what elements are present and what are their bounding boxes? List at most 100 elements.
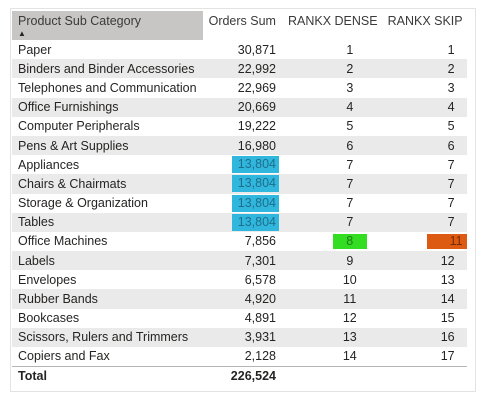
table-row: Binders and Binder Accessories 22,992 2 … bbox=[12, 59, 467, 79]
skip-rank-cell: 16 bbox=[381, 327, 467, 347]
orders-cell: 7,301 bbox=[202, 251, 282, 271]
table-row: Chairs & Chairmats 13,804 7 7 bbox=[12, 174, 467, 194]
category-cell: Scissors, Rulers and Trimmers bbox=[12, 327, 203, 347]
column-header-dense-label: RANKX DENSE bbox=[287, 14, 378, 28]
category-cell: Copiers and Fax bbox=[18, 349, 110, 364]
category-cell: Binders and Binder Accessories bbox=[12, 59, 203, 79]
table-row: Bookcases 4,891 12 15 bbox=[12, 309, 467, 328]
orders-cell: 4,891 bbox=[244, 311, 276, 326]
column-header-orders-label: Orders Sum bbox=[208, 14, 276, 28]
orders-highlight-value: 13,804 bbox=[231, 213, 279, 231]
dense-rank-cell: 2 bbox=[281, 59, 382, 79]
dense-rank-cell: 7 bbox=[281, 174, 382, 194]
dense-rank-cell: 6 bbox=[281, 135, 382, 156]
table-row: Labels 7,301 9 12 bbox=[12, 251, 467, 271]
skip-rank-cell: 7 bbox=[381, 174, 467, 194]
total-label: Total bbox=[12, 365, 203, 386]
category-cell: Chairs & Chairmats bbox=[12, 174, 203, 194]
total-dense-empty bbox=[281, 365, 382, 386]
orders-cell: 16,980 bbox=[202, 135, 282, 156]
category-cell: Storage & Organization bbox=[18, 196, 148, 211]
table-row: Rubber Bands 4,920 11 14 bbox=[12, 289, 467, 309]
orders-cell: 6,578 bbox=[244, 272, 276, 287]
dense-rank-cell: 13 bbox=[281, 327, 382, 347]
table-row: Tables 13,804 7 7 bbox=[12, 212, 467, 232]
rank-table: Product Sub Category ▲ Orders Sum RANKX … bbox=[12, 11, 467, 386]
table-row: Paper 30,871 1 1 bbox=[12, 40, 467, 59]
category-cell: Appliances bbox=[18, 157, 80, 172]
dense-rank-cell: 14 bbox=[342, 349, 357, 364]
skip-rank-cell: 2 bbox=[381, 59, 467, 79]
column-header-category-label: Product Sub Category bbox=[18, 14, 141, 28]
column-header-skip-label: RANKX SKIP bbox=[387, 14, 463, 28]
dense-rank-cell: 5 bbox=[346, 119, 354, 134]
skip-rank-cell: 4 bbox=[381, 97, 467, 117]
dense-rank-cell: 11 bbox=[281, 289, 382, 309]
dense-rank-cell: 10 bbox=[342, 272, 357, 287]
orders-cell: 19,222 bbox=[237, 119, 276, 134]
skip-rank-cell: 6 bbox=[381, 135, 467, 156]
table-row: Envelopes 6,578 10 13 bbox=[12, 270, 467, 289]
orders-cell-highlighted: 13,804 bbox=[202, 174, 282, 194]
table-row: Appliances 13,804 7 7 bbox=[12, 155, 467, 174]
skip-rank-cell: 7 bbox=[447, 196, 455, 211]
table-row: Storage & Organization 13,804 7 7 bbox=[12, 194, 467, 213]
table-row: Telephones and Communication 22,969 3 3 bbox=[12, 78, 467, 97]
sort-ascending-icon[interactable]: ▲ bbox=[18, 29, 26, 38]
category-cell: Rubber Bands bbox=[12, 289, 203, 309]
dense-rank-cell: 1 bbox=[346, 42, 354, 57]
skip-rank-cell: 5 bbox=[447, 119, 455, 134]
category-cell: Telephones and Communication bbox=[18, 80, 197, 95]
orders-cell: 4,920 bbox=[202, 289, 282, 309]
category-cell: Office Machines bbox=[18, 234, 108, 249]
dense-rank-cell: 7 bbox=[346, 157, 354, 172]
column-header-category[interactable]: Product Sub Category ▲ bbox=[12, 11, 203, 40]
total-row: Total 226,524 bbox=[12, 365, 467, 386]
skip-rank-cell: 13 bbox=[440, 272, 455, 287]
orders-cell-highlighted: 13,804 bbox=[202, 212, 282, 232]
orders-highlight-value: 13,804 bbox=[231, 175, 279, 193]
orders-cell: 2,128 bbox=[244, 349, 276, 364]
skip-rank-cell: 7 bbox=[447, 157, 455, 172]
total-skip-empty bbox=[381, 365, 467, 386]
orders-cell-highlighted: 13,804 bbox=[203, 155, 282, 174]
table-row: Computer Peripherals 19,222 5 5 bbox=[12, 117, 467, 136]
category-cell: Tables bbox=[12, 212, 203, 232]
orders-cell: 22,969 bbox=[237, 80, 276, 95]
dense-rank-green-highlight: 8 bbox=[332, 233, 367, 249]
table-body: Paper 30,871 1 1 Binders and Binder Acce… bbox=[12, 40, 467, 366]
skip-rank-cell: 17 bbox=[440, 349, 455, 364]
orders-highlight-value: 13,804 bbox=[231, 194, 279, 212]
dense-rank-cell: 12 bbox=[342, 311, 357, 326]
category-cell: Office Furnishings bbox=[12, 97, 203, 117]
table-row: Scissors, Rulers and Trimmers 3,931 13 1… bbox=[12, 327, 467, 347]
skip-rank-cell: 14 bbox=[381, 289, 467, 309]
table-visual-frame bbox=[10, 8, 476, 392]
skip-rank-orange-highlight: 11 bbox=[426, 233, 467, 249]
table-row: Copiers and Fax 2,128 14 17 bbox=[12, 347, 467, 366]
category-cell: Labels bbox=[12, 251, 203, 271]
category-cell: Computer Peripherals bbox=[18, 119, 140, 134]
skip-rank-cell: 12 bbox=[381, 251, 467, 271]
table-row: Pens & Art Supplies 16,980 6 6 bbox=[12, 135, 467, 156]
table-row: Office Furnishings 20,669 4 4 bbox=[12, 97, 467, 117]
category-cell: Envelopes bbox=[18, 272, 77, 287]
table-row: Office Machines 7,856 8 11 bbox=[12, 232, 467, 251]
dense-rank-cell: 7 bbox=[346, 196, 354, 211]
dense-rank-cell: 3 bbox=[346, 80, 354, 95]
skip-rank-cell: 7 bbox=[381, 212, 467, 232]
orders-cell-highlighted: 13,804 bbox=[203, 194, 282, 213]
orders-cell: 22,992 bbox=[202, 59, 282, 79]
skip-rank-cell: 15 bbox=[440, 311, 455, 326]
column-header-dense[interactable]: RANKX DENSE bbox=[282, 11, 382, 40]
column-header-orders[interactable]: Orders Sum bbox=[203, 11, 282, 40]
total-orders-value: 226,524 bbox=[202, 365, 282, 386]
skip-rank-cell: 1 bbox=[447, 42, 455, 57]
dense-rank-cell-highlighted: 8 bbox=[282, 232, 382, 251]
dense-rank-cell: 9 bbox=[281, 251, 382, 271]
column-header-skip[interactable]: RANKX SKIP bbox=[382, 11, 467, 40]
orders-highlight-value: 13,804 bbox=[231, 156, 279, 174]
orders-cell: 7,856 bbox=[244, 234, 276, 249]
skip-rank-cell: 3 bbox=[447, 80, 455, 95]
dense-rank-cell: 7 bbox=[281, 212, 382, 232]
